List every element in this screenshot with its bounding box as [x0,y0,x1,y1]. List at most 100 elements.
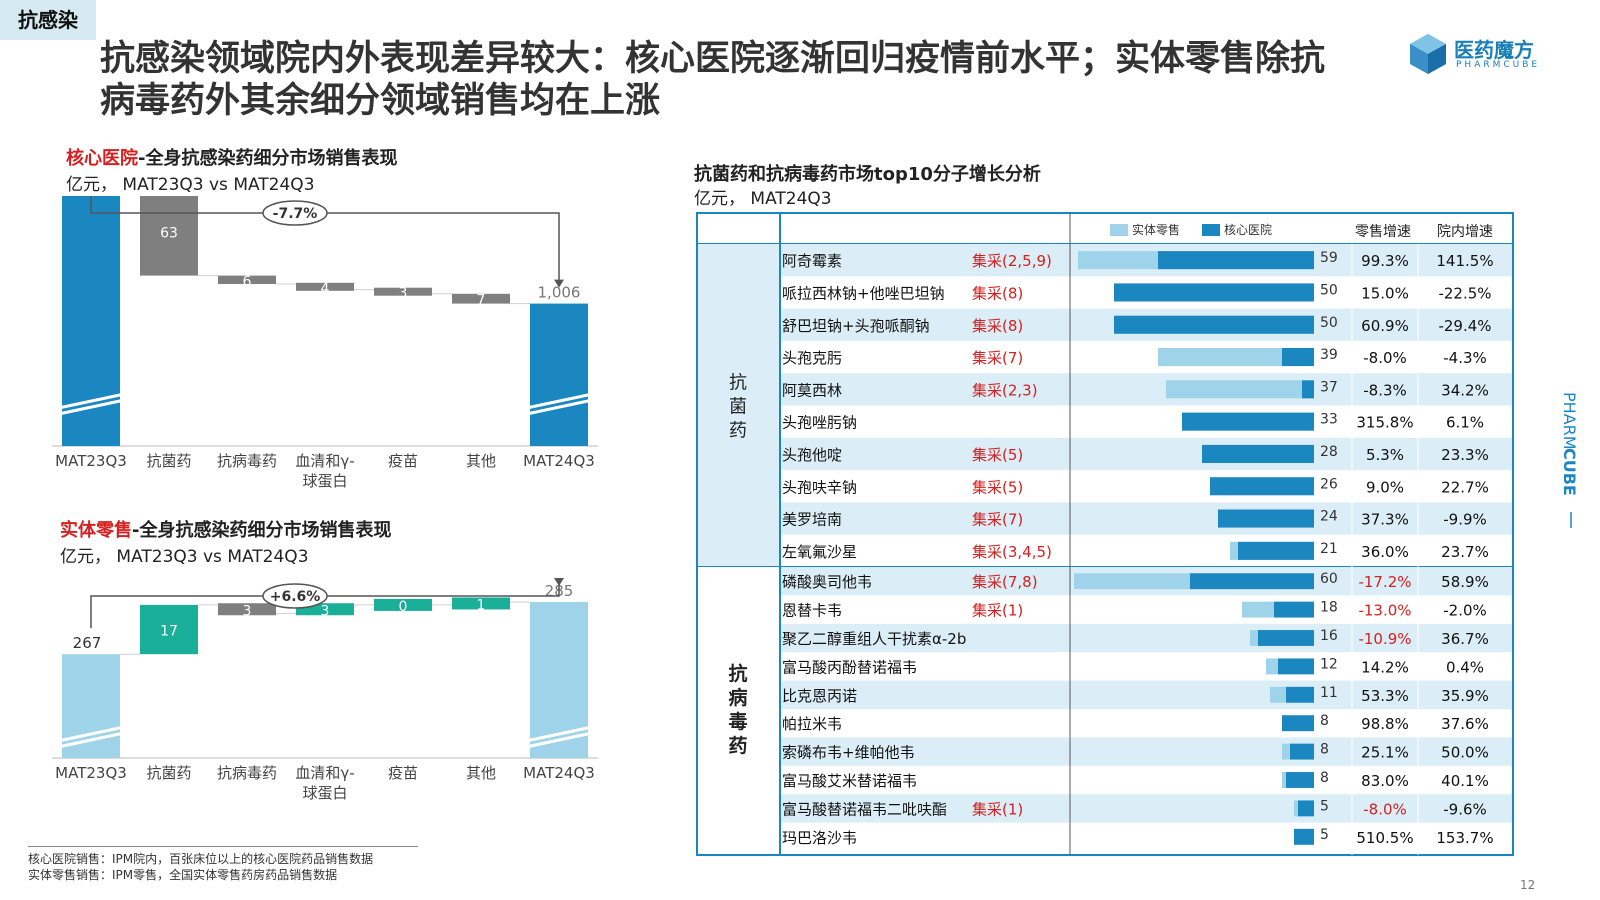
retail-growth-value: 36.0% [1361,543,1409,561]
retail-growth-value: 98.8% [1361,715,1409,733]
molecule-name: 舒巴坦钠+头孢哌酮钠 [782,317,930,335]
bar-retail [1250,630,1258,646]
bar-total-label: 18 [1320,600,1338,616]
axis-break-start-2 [57,398,125,416]
hospital-growth-value: 23.3% [1441,446,1489,464]
hospital-growth-value: -9.9% [1443,511,1487,529]
group-label-char: 毒 [728,710,747,733]
group-label-char: 抗 [729,373,747,394]
molecule-name: 玛巴洛沙韦 [782,829,857,847]
vbp-label: 集采(8) [972,317,1023,335]
hospital-growth-value: 6.1% [1446,414,1484,432]
legend-label-hospital: 核心医院 [1224,223,1272,237]
axis-break-end-2 [525,731,593,749]
hospital-growth-value: 40.1% [1441,772,1489,790]
hospital-growth-value: -9.6% [1443,800,1487,818]
x-tick-label: 疫苗 [388,764,418,782]
vbp-label: 集采(3,4,5) [972,543,1052,561]
bar-step [218,603,276,616]
bar-total-label: 8 [1320,770,1329,786]
side-brand-word: PHARM CUBE [1560,392,1579,528]
x-tick-label: 抗病毒药 [217,764,277,782]
x-tick-label: 血清和γ-球蛋白 [295,764,354,802]
bar-step [452,597,510,610]
retail-growth-value: 60.9% [1361,317,1409,335]
retail-growth-value: -8.0% [1363,800,1407,818]
label-step: 6 [243,274,252,290]
hospital-growth-value: 36.7% [1441,630,1489,648]
brand-name-en: PHARMCUBE [1456,60,1541,70]
molecule-name: 头孢他啶 [782,446,842,464]
bar-hospital [1114,283,1314,302]
bar-total-label: 24 [1320,509,1338,525]
label-step: 1 [477,597,486,613]
bar-hospital [1278,658,1314,675]
x-tick-label: MAT24Q3 [523,764,595,782]
chart1-unit: 亿元， MAT23Q3 vs MAT24Q3 [66,175,315,195]
group-label-char: 菌 [729,397,747,418]
row-band [780,737,1512,766]
bar-hospital [1286,686,1314,703]
vbp-label: 集采(7) [972,349,1023,367]
axis-break-start [57,392,125,410]
row-band [780,680,1512,709]
legend-swatch-hospital [1202,224,1220,236]
hospital-growth-value: 58.9% [1441,573,1489,591]
bar-hospital [1182,412,1314,431]
retail-growth-value: 15.0% [1361,284,1409,302]
bar-hospital [1274,601,1314,618]
bar-total-label: 8 [1320,713,1329,729]
bar-hospital [1258,630,1314,646]
row-band [780,794,1512,823]
bar-hospital [1282,715,1314,732]
bar-hospital [1218,509,1314,528]
bar-retail [1166,380,1302,399]
bar-total-label: 50 [1320,282,1338,298]
x-tick-label: 血清和γ-球蛋白 [295,452,354,490]
bar-hospital [1190,573,1314,590]
bar-retail [1270,686,1286,703]
x-tick-label: MAT23Q3 [55,452,127,470]
bar-hospital [1282,348,1314,367]
axis-break-end [525,725,593,743]
bar-total-label: 37 [1320,379,1338,395]
bar-total-label: 12 [1320,656,1338,672]
vbp-label: 集采(2,5,9) [972,252,1052,270]
bar-step [374,287,432,296]
bar-total-label: 39 [1320,347,1338,363]
bar-total-label: 28 [1320,444,1338,460]
retail-growth-value: 510.5% [1356,829,1413,847]
brand-logo-icon [1410,34,1446,74]
molecule-name: 阿奇霉素 [782,252,842,270]
molecule-name: 聚乙二醇重组人干扰素α-2b [782,630,966,648]
column-header-hospital-growth: 院内增速 [1437,224,1493,240]
bar-total-label: 60 [1320,571,1338,587]
molecule-name: 比克恩丙诺 [782,687,857,705]
molecule-name: 头孢克肟 [782,349,842,367]
bar-hospital [1298,800,1314,817]
table-unit: 亿元， MAT24Q3 [694,189,832,209]
group-label-char: 药 [728,734,747,757]
retail-growth-value: -10.9% [1358,630,1411,648]
bar-retail [1078,251,1158,270]
brand-name: 医药魔方 [1454,38,1534,62]
hospital-growth-value: 22.7% [1441,478,1489,496]
bar-hospital [1210,477,1314,496]
bar-hospital [1294,828,1314,845]
bar-hospital [1238,541,1314,560]
section-tag: 抗感染 [0,0,96,40]
bar-step [140,604,198,655]
x-tick-label: 疫苗 [388,452,418,470]
bar-retail [1282,772,1286,788]
molecule-name: 恩替卡韦 [782,602,842,620]
label-step: 7 [477,293,486,309]
axis-break-start-2 [57,731,125,749]
change-badge [262,200,328,226]
axis-break-end-2 [525,398,593,416]
label-step: 3 [321,603,330,619]
bar-retail [1158,348,1282,367]
molecule-name: 左氧氟沙星 [782,543,857,561]
bar-retail [1294,800,1298,817]
retail-growth-value: -8.3% [1363,381,1407,399]
